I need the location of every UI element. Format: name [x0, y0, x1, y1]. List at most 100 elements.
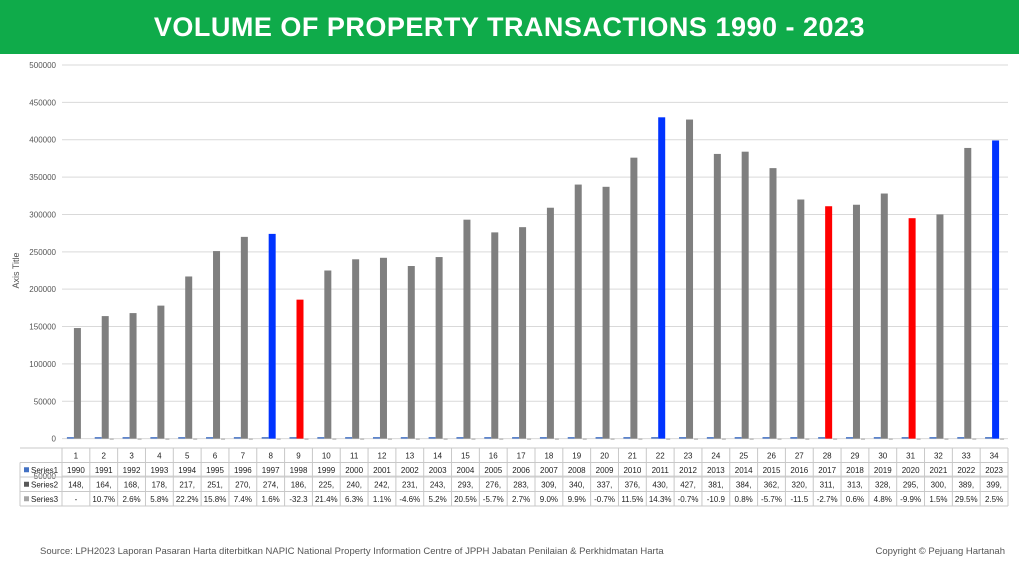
table-cell: 217, [179, 481, 195, 490]
table-cell: 10.7% [92, 495, 115, 504]
table-cell: -11.5 [791, 495, 809, 504]
table-cell: 1996 [234, 466, 252, 475]
title-banner: VOLUME OF PROPERTY TRANSACTIONS 1990 - 2… [0, 0, 1019, 54]
series1-bar [400, 437, 408, 439]
series1-bar [762, 437, 770, 439]
series1-bar [734, 437, 742, 439]
series1-bar [150, 437, 158, 439]
table-cell: 4.8% [874, 495, 892, 504]
table-cell: 376, [625, 481, 641, 490]
series1-bar [957, 437, 965, 439]
series2-bar [324, 270, 332, 439]
series2-bar [185, 276, 193, 439]
table-cell: -5.7% [483, 495, 504, 504]
series3-bar [721, 438, 726, 440]
category-label: 10 [322, 452, 331, 461]
category-label: 5 [185, 452, 190, 461]
table-cell: 7.4% [234, 495, 252, 504]
series3-bar [777, 438, 782, 440]
series1-bar [428, 437, 436, 439]
series1-bar [873, 437, 881, 439]
y-tick-label: 50000 [34, 397, 57, 406]
series1-bar [623, 437, 631, 439]
series1-bar [178, 437, 186, 439]
table-cell: 186, [291, 481, 307, 490]
category-label: 13 [405, 452, 414, 461]
series3-bar [499, 438, 504, 440]
series1-bar [484, 437, 492, 439]
table-cell: 2000 [345, 466, 363, 475]
series2-bar [574, 184, 582, 439]
table-cell: 2013 [707, 466, 725, 475]
y-tick-label: 150000 [29, 323, 56, 332]
category-label: 28 [823, 452, 832, 461]
series3-bar [638, 438, 643, 440]
table-cell: 1994 [178, 466, 196, 475]
series3-bar [304, 438, 309, 440]
table-cell: 2022 [957, 466, 975, 475]
series2-bar [240, 236, 248, 439]
table-cell: 1990 [67, 466, 85, 475]
series1-bar [66, 437, 74, 439]
category-label: 7 [241, 452, 246, 461]
series1-bar [651, 437, 659, 439]
series1-bar [595, 437, 603, 439]
table-cell: -9.9% [900, 495, 921, 504]
category-label: 1 [74, 452, 79, 461]
series1-bar [845, 437, 853, 439]
y-tick-label: 350000 [29, 173, 56, 182]
table-cell: 295, [903, 481, 919, 490]
bars [66, 117, 1005, 440]
table-cell: 2007 [540, 466, 558, 475]
table-cell: 242, [374, 481, 390, 490]
chart: 5000004500004000003500003000002500002000… [11, 61, 1009, 507]
table-cell: 399, [986, 481, 1002, 490]
table-cell: 2003 [429, 466, 447, 475]
y-tick-label: 300000 [29, 210, 56, 219]
series1-bar [539, 437, 547, 439]
table-cell: 2014 [735, 466, 753, 475]
category-label: 25 [739, 452, 748, 461]
table-cell: 1998 [290, 466, 308, 475]
series1-bar [372, 437, 380, 439]
table-cell: 2010 [623, 466, 641, 475]
table-cell: 15.8% [204, 495, 227, 504]
table-cell: 2011 [652, 466, 670, 475]
series2-bar [741, 151, 749, 439]
series1-bar [512, 437, 520, 439]
table-cell: 178, [152, 481, 168, 490]
series3-bar [833, 438, 838, 440]
category-label: 14 [433, 452, 442, 461]
series2-bar [129, 313, 137, 439]
series3-bar [805, 438, 810, 440]
table-cell: 29.5% [955, 495, 978, 504]
table-cell: -32.3 [289, 495, 308, 504]
category-label: 24 [711, 452, 720, 461]
legend-key [24, 496, 29, 502]
table-cell: 293, [458, 481, 474, 490]
table-cell: 6.3% [345, 495, 363, 504]
table-cell: 2001 [373, 466, 391, 475]
series2-bar [630, 157, 638, 439]
table-cell: 2.5% [985, 495, 1003, 504]
table-cell: 1.1% [373, 495, 391, 504]
table-cell: 0.6% [846, 495, 864, 504]
legend-key [24, 467, 29, 473]
series3-bar [944, 438, 949, 440]
gridlines [62, 64, 1008, 477]
table-cell: 14.3% [649, 495, 672, 504]
series3-bar [276, 438, 281, 440]
table-cell: 427, [680, 481, 696, 490]
series2-bar [992, 140, 1000, 439]
series2-bar [964, 147, 972, 439]
series2-bar [908, 218, 916, 439]
table-cell: -0.7% [678, 495, 699, 504]
category-label: 32 [934, 452, 943, 461]
table-cell: 276, [485, 481, 501, 490]
series2-bar [519, 227, 527, 439]
series2-bar [658, 117, 666, 439]
table-cell: 251, [207, 481, 223, 490]
table-cell: 2005 [484, 466, 502, 475]
series1-bar [985, 437, 993, 439]
category-label: 11 [350, 452, 359, 461]
